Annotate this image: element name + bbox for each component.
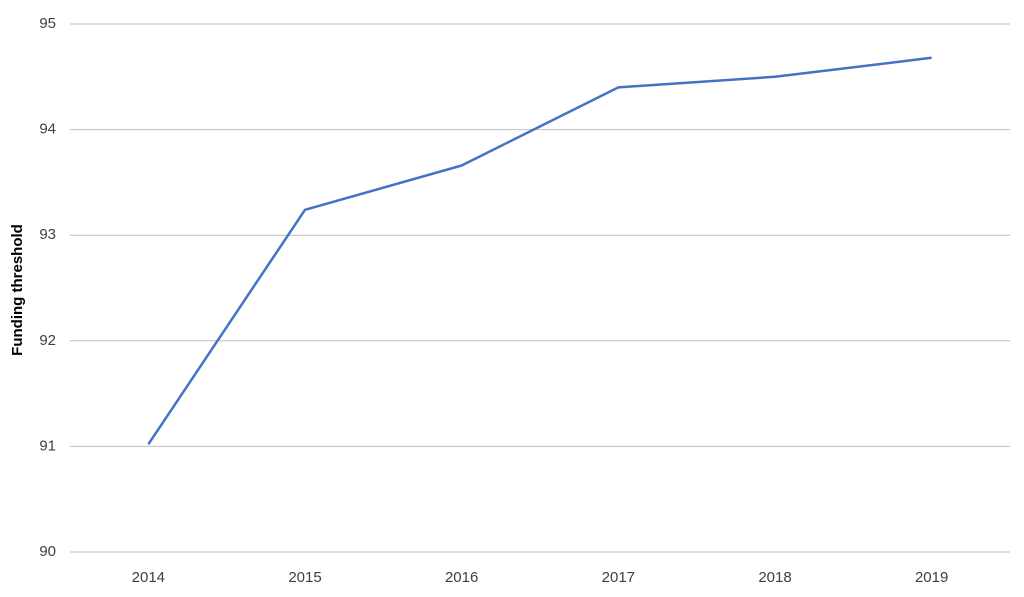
y-tick-label: 92 [39,332,56,349]
y-tick-label: 91 [39,437,56,454]
x-tick-label: 2017 [602,569,635,586]
x-tick-label: 2018 [758,569,791,586]
y-tick-label: 93 [39,226,56,243]
x-tick-label: 2014 [132,569,165,586]
data-line [147,56,932,445]
y-tick-label: 95 [39,15,56,32]
y-tick-label: 94 [39,121,56,138]
x-tick-label: 2019 [915,569,948,586]
x-tick-label: 2016 [445,569,478,586]
y-axis-label: Funding threshold [9,224,26,356]
y-tick-label: 90 [39,543,56,560]
x-tick-label: 2015 [288,569,321,586]
